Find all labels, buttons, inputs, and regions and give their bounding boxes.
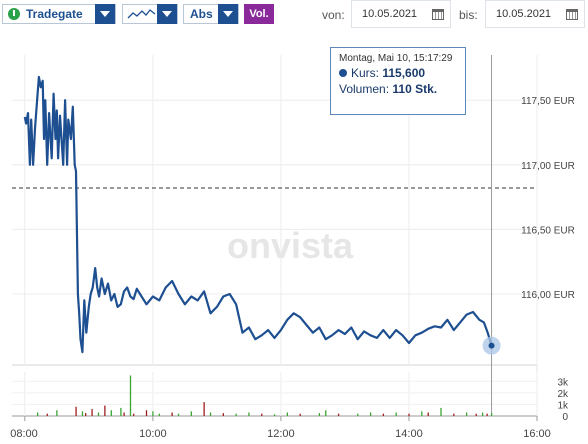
calendar-icon[interactable]	[432, 9, 444, 20]
to-date-input[interactable]: 10.05.2021	[485, 0, 585, 28]
scale-select[interactable]: Abs	[183, 4, 239, 24]
volume-bar	[273, 414, 276, 416]
to-date-value: 10.05.2021	[496, 8, 552, 20]
volume-bar	[369, 412, 372, 416]
volume-bar	[427, 412, 429, 416]
volume-tick-label: 3k	[557, 377, 569, 388]
volume-bar	[261, 413, 263, 416]
price-tooltip: Montag, Mai 10, 15:17:29 Kurs: 115,600 V…	[330, 47, 466, 115]
volume-bar	[203, 402, 205, 416]
volume-bar	[486, 413, 488, 416]
venue-label: Tradegate	[26, 7, 83, 21]
volume-bar	[46, 413, 48, 416]
volume-bar	[248, 412, 250, 416]
time-axis: 08:00 10:00 12:00 14:00 16:00	[10, 428, 551, 440]
volume-bar	[408, 413, 410, 416]
volume-bar	[453, 413, 455, 416]
price-line	[23, 75, 493, 354]
chevron-down-icon[interactable]	[157, 4, 177, 24]
chart-type-select[interactable]	[122, 4, 178, 24]
volume-bar	[490, 413, 493, 416]
tooltip-price-value: 115,600	[382, 66, 426, 80]
venue-select[interactable]: Tradegate	[2, 4, 116, 24]
volume-bar	[318, 413, 321, 416]
tooltip-date: Montag, Mai 10, 15:17:29	[339, 53, 453, 64]
volume-bar	[152, 411, 154, 416]
scale-label: Abs	[190, 7, 213, 21]
volume-bar	[85, 413, 87, 416]
volume-bar	[475, 413, 477, 416]
volume-bar	[337, 413, 340, 416]
volume-bar	[325, 410, 327, 416]
x-tick-label: 10:00	[139, 428, 167, 440]
volume-bar	[37, 412, 39, 416]
volume-bar	[222, 413, 224, 416]
venue-status-icon	[8, 8, 20, 20]
volume-bar	[235, 413, 237, 416]
volume-bar	[110, 410, 112, 416]
x-tick-label: 12:00	[267, 428, 295, 440]
volume-bar	[133, 413, 135, 416]
watermark-logo: onvista	[227, 225, 354, 266]
tooltip-price-label: Kurs:	[351, 66, 380, 80]
volume-bar	[421, 411, 423, 416]
tooltip-price-row: Kurs: 115,600	[339, 66, 457, 80]
volume-toggle-button[interactable]: Vol.	[244, 4, 274, 24]
volume-bars	[37, 375, 493, 416]
volume-bar	[91, 409, 93, 416]
y-tick-label: 117,00 EUR	[521, 161, 575, 172]
series-dot-icon	[339, 69, 347, 77]
chart-toolbar: Tradegate Abs Vol. von: 10.05.2021 bis: …	[0, 0, 588, 30]
volume-bar	[145, 410, 148, 416]
volume-bar	[190, 411, 192, 416]
x-tick-label: 08:00	[10, 428, 38, 440]
from-label: von:	[322, 8, 345, 22]
x-tick-label: 14:00	[395, 428, 423, 440]
volume-bar	[481, 412, 484, 416]
line-chart-icon	[127, 9, 156, 19]
y-tick-label: 117,50 EUR	[521, 96, 575, 107]
volume-bar	[286, 412, 289, 416]
volume-tick-label: 0	[562, 412, 568, 423]
volume-bar	[97, 412, 100, 416]
x-tick-label: 16:00	[523, 428, 551, 440]
volume-bar	[75, 406, 77, 416]
volume-bar	[299, 413, 301, 416]
volume-bar	[177, 413, 180, 416]
volume-tick-label: 2k	[557, 389, 569, 400]
from-date-input[interactable]: 10.05.2021	[351, 0, 451, 28]
tooltip-volume-label: Volumen:	[339, 82, 390, 96]
volume-bar	[395, 412, 397, 416]
y-tick-label: 116,50 EUR	[521, 225, 575, 236]
calendar-icon[interactable]	[566, 9, 578, 20]
from-date-value: 10.05.2021	[362, 8, 418, 20]
volume-bar	[123, 412, 125, 416]
volume-bar	[158, 413, 160, 416]
volume-bar	[81, 411, 84, 416]
price-axis: 117,50 EUR 117,00 EUR 116,50 EUR 116,00 EUR	[521, 96, 575, 301]
volume-bar	[104, 405, 106, 416]
volume-bar	[357, 413, 359, 416]
volume-bar	[171, 412, 173, 416]
tooltip-volume-value: 110 Stk.	[392, 82, 438, 96]
volume-bar	[56, 410, 58, 416]
volume-bar	[440, 407, 442, 416]
volume-bar	[382, 413, 385, 416]
tooltip-volume-row: Volumen: 110 Stk.	[339, 82, 457, 96]
volume-bar	[465, 412, 468, 416]
chevron-down-icon[interactable]	[218, 4, 238, 24]
volume-bar	[120, 407, 122, 416]
y-tick-label: 116,00 EUR	[521, 290, 575, 301]
volume-bar	[129, 375, 132, 416]
volume-bar	[209, 412, 212, 416]
chevron-down-icon[interactable]	[95, 4, 115, 24]
volume-tick-label: 1k	[557, 400, 569, 411]
to-label: bis:	[459, 8, 478, 22]
hover-point[interactable]	[488, 342, 495, 349]
